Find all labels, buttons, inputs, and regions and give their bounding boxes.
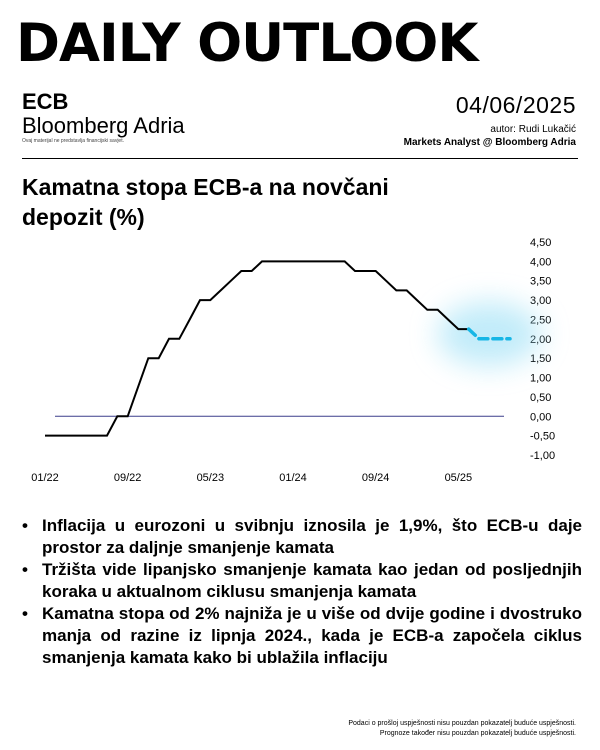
y-tick-label: 4,00 — [530, 256, 551, 268]
rate-chart: 4,504,003,503,002,502,001,501,000,500,00… — [31, 237, 555, 484]
y-tick-label: -0,50 — [530, 431, 555, 443]
key-point-text: Inflacija u eurozoni u svibnju iznosila … — [42, 516, 582, 557]
brand-name: Bloomberg Adria — [22, 113, 185, 138]
footer-note-1: Podaci o prošloj uspješnosti nisu pouzda… — [348, 720, 576, 727]
x-tick-label: 09/22 — [114, 472, 142, 484]
y-tick-label: 3,00 — [530, 295, 551, 307]
forecast-glow — [437, 301, 542, 366]
y-tick-label: 4,50 — [530, 237, 551, 249]
y-tick-label: 1,50 — [530, 353, 551, 365]
x-tick-label: 05/25 — [445, 472, 473, 484]
page-title: DAILY OUTLOOK — [16, 13, 478, 74]
header-divider — [22, 158, 578, 159]
x-tick-label: 09/24 — [362, 472, 390, 484]
topic-label: ECB — [22, 89, 69, 114]
forecast-line — [466, 327, 512, 341]
y-tick-label: 0,50 — [530, 392, 551, 404]
key-point-text: Tržišta vide lipanjsko smanjenje kamata … — [42, 560, 582, 601]
footer-note-2: Prognoze također nisu pouzdan pokazatelj… — [379, 730, 576, 737]
rate-line — [45, 260, 469, 437]
bullet-icon: • — [22, 560, 28, 579]
bullet-icon: • — [22, 604, 28, 623]
key-point-text: Kamatna stopa od 2% najniža je u više od… — [42, 604, 582, 667]
key-point-item: • Kamatna stopa od 2% najniža je u više o… — [22, 603, 582, 669]
x-tick-label: 01/22 — [31, 472, 59, 484]
disclaimer-note: Ovaj materijal ne predstavlja financijsk… — [22, 138, 124, 144]
key-point-item: • Inflacija u eurozoni u svibnju iznosila… — [22, 515, 582, 559]
y-tick-label: 0,00 — [530, 411, 551, 423]
author-role: Markets Analyst @ Bloomberg Adria — [403, 137, 576, 148]
bullet-icon: • — [22, 516, 28, 535]
x-tick-label: 01/24 — [279, 472, 307, 484]
key-points-list: • Inflacija u eurozoni u svibnju iznosila… — [22, 515, 582, 669]
y-tick-label: -1,00 — [530, 450, 555, 462]
y-tick-label: 3,50 — [530, 276, 551, 288]
y-tick-label: 1,00 — [530, 373, 551, 385]
x-tick-label: 05/23 — [197, 472, 225, 484]
publish-date: 04/06/2025 — [455, 92, 576, 118]
key-point-item: • Tržišta vide lipanjsko smanjenje kamata… — [22, 559, 582, 603]
author-name: autor: Rudi Lukačić — [490, 124, 576, 135]
chart-title: Kamatna stopa ECB-a na novčani depozit (… — [22, 174, 389, 230]
